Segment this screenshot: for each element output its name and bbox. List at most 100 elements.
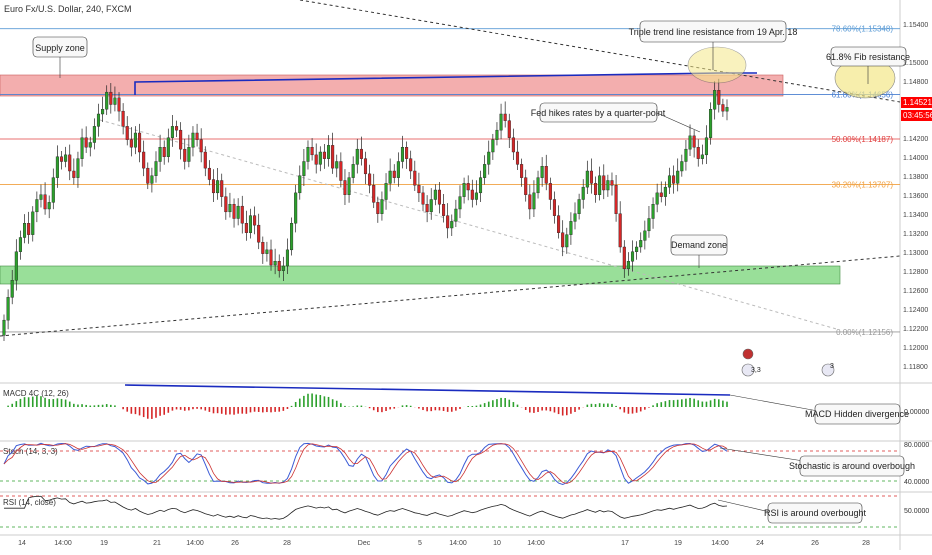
- time-tick: 14:00: [186, 540, 204, 547]
- stoch-title: Stoch (14, 3, 3): [3, 447, 58, 456]
- candle: [318, 151, 322, 165]
- candle: [372, 185, 376, 203]
- candle: [725, 107, 729, 112]
- candle: [667, 175, 672, 188]
- demand-zone: [0, 265, 841, 285]
- candle: [314, 154, 318, 165]
- demand-callout: Demand zone: [670, 234, 728, 268]
- candle: [515, 151, 520, 165]
- candle: [343, 180, 347, 195]
- candle: [376, 202, 380, 214]
- candle: [96, 113, 101, 127]
- candle: [10, 280, 14, 298]
- candle: [409, 158, 413, 172]
- candle: [511, 137, 515, 153]
- candle: [483, 164, 487, 178]
- candle: [240, 205, 244, 224]
- candle: [248, 215, 253, 233]
- candle: [630, 251, 635, 262]
- candle: [487, 151, 491, 165]
- candle: [676, 170, 680, 184]
- candle: [117, 97, 121, 112]
- candle: [142, 151, 146, 169]
- candle: [446, 215, 450, 229]
- candle: [594, 183, 598, 195]
- candle: [606, 180, 610, 191]
- candle: [655, 192, 659, 205]
- candle: [236, 205, 240, 219]
- candle: [232, 204, 236, 219]
- price-tick: 1.12600: [903, 288, 928, 295]
- event-icon[interactable]: [741, 363, 755, 377]
- candle: [577, 199, 581, 214]
- candle: [598, 175, 602, 195]
- macd-callout: [814, 403, 901, 425]
- candle: [47, 202, 51, 210]
- candle: [339, 161, 343, 181]
- last-price-badge: [901, 97, 932, 108]
- fed-label: Fed hikes rates by a quarter-point: [531, 108, 666, 118]
- candle: [310, 147, 314, 156]
- candle: [396, 161, 400, 178]
- price-tick: 1.12200: [903, 326, 928, 333]
- price-tick: 1.15400: [903, 22, 928, 29]
- candle: [290, 223, 294, 251]
- candle: [602, 175, 606, 191]
- candle: [450, 221, 454, 229]
- time-tick: Dec: [358, 540, 371, 547]
- candle: [228, 204, 232, 213]
- candle: [713, 90, 717, 110]
- candle: [388, 170, 392, 184]
- time-tick: 19: [674, 540, 682, 547]
- fib-res-callout: 61.8% Fib resistance: [826, 46, 910, 84]
- candle: [109, 91, 113, 105]
- candle: [281, 265, 285, 271]
- last-price: 1.14521: [903, 98, 932, 107]
- candle: [125, 126, 129, 140]
- stoch-callout: [799, 455, 905, 477]
- candles: [2, 78, 729, 342]
- candle: [569, 221, 573, 235]
- price-tick: 1.13800: [903, 174, 928, 181]
- candle: [659, 192, 663, 197]
- candle: [442, 204, 446, 216]
- stoch-tick: 40.0000: [904, 479, 929, 486]
- time-tick: 14: [18, 540, 26, 547]
- candle: [544, 166, 548, 184]
- candle: [51, 177, 55, 203]
- event-count: 3,3: [751, 367, 761, 374]
- candle: [680, 161, 684, 172]
- candle: [495, 129, 499, 140]
- candle: [692, 135, 696, 148]
- candle: [257, 224, 261, 243]
- rsi-ob-label: RSI is around overbought: [764, 508, 867, 518]
- candle: [150, 175, 154, 184]
- price-tick: 1.11800: [903, 364, 928, 371]
- macd-divergence-line: [124, 384, 731, 396]
- candle: [244, 223, 248, 233]
- event-icon[interactable]: [821, 363, 835, 377]
- candle: [696, 147, 700, 159]
- candle: [524, 177, 528, 195]
- candle: [129, 139, 133, 148]
- candle: [261, 242, 265, 254]
- event-icon[interactable]: [742, 348, 754, 360]
- candle: [298, 175, 302, 194]
- price-tick: 1.12400: [903, 307, 928, 314]
- candle: [651, 204, 655, 219]
- candle: [466, 183, 470, 191]
- candle: [14, 251, 18, 281]
- fib-label: 50.00%(1.14187): [832, 135, 894, 144]
- candle: [351, 164, 355, 178]
- rsi-line: [4, 495, 728, 520]
- candle: [392, 170, 396, 178]
- supply-label: Supply zone: [35, 43, 85, 53]
- candle: [43, 194, 47, 210]
- candle: [704, 137, 708, 156]
- price-tick: 1.13600: [903, 193, 928, 200]
- candle: [721, 104, 725, 112]
- candle: [573, 213, 577, 222]
- candle: [355, 148, 359, 165]
- candle: [536, 177, 540, 194]
- candle: [363, 158, 368, 175]
